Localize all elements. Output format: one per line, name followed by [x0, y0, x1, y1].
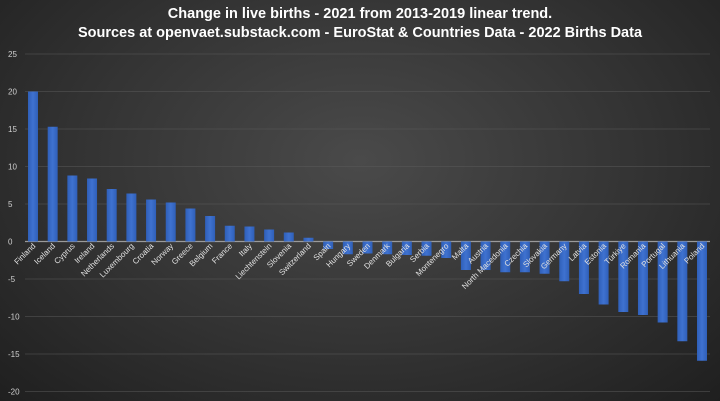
chart-title: Change in live births - 2021 from 2013-2… [167, 6, 553, 22]
y-tick-label: 25 [8, 50, 17, 59]
bar-finland [28, 91, 38, 242]
bar-sweden [362, 241, 373, 254]
bar-spain [323, 241, 334, 249]
bar-norway [165, 202, 176, 242]
y-tick-label: 5 [8, 200, 13, 209]
bar-luxembourg [126, 193, 137, 242]
bar-netherlands [106, 189, 117, 242]
bar-hungary [342, 241, 353, 255]
bar-greece [185, 208, 196, 242]
bar-north-macedonia [500, 241, 511, 273]
bar-italy [244, 226, 255, 242]
bar-croatia [146, 199, 157, 242]
category-label: Italy [237, 242, 254, 259]
bar-estonia [598, 241, 609, 305]
bar-liechtenstein [264, 229, 275, 242]
category-label: Norway [150, 242, 176, 268]
bar-belgium [205, 216, 216, 242]
bar-france [224, 225, 235, 242]
bar-lithuania [677, 241, 688, 342]
bar-malta [460, 241, 471, 270]
y-tick-label: 10 [8, 163, 17, 172]
bar-slovenia [283, 232, 294, 242]
bar-türkiye [618, 241, 629, 312]
bar-latvia [578, 241, 589, 294]
bar-iceland [47, 126, 58, 242]
bar-slovakia [539, 241, 550, 274]
category-label: Finland [12, 242, 37, 267]
category-label: France [210, 241, 234, 265]
y-tick-label: -15 [8, 350, 20, 359]
bar-czechia [519, 241, 530, 273]
y-tick-label: 15 [8, 125, 17, 134]
category-label: Cyprus [52, 242, 76, 266]
category-label: Iceland [32, 242, 57, 267]
bar-serbia [421, 241, 432, 256]
bar-ireland [87, 178, 98, 242]
bar-denmark [382, 241, 393, 255]
bar-montenegro [441, 241, 452, 258]
y-tick-label: 0 [8, 238, 13, 247]
y-tick-label: -10 [8, 313, 20, 322]
y-tick-label: -20 [8, 388, 20, 397]
chart-subtitle: Sources at openvaet.substack.com - EuroS… [77, 25, 643, 41]
bar-poland [697, 241, 707, 361]
bar-switzerland [303, 237, 314, 242]
bar-bulgaria [401, 241, 412, 255]
y-tick-label: -5 [8, 275, 16, 284]
bar-cyprus [67, 175, 78, 242]
bar-austria [480, 241, 491, 270]
bar-romania [637, 241, 648, 315]
bar-germany [559, 241, 570, 282]
bar-portugal [657, 241, 668, 323]
y-tick-label: 20 [8, 88, 17, 97]
